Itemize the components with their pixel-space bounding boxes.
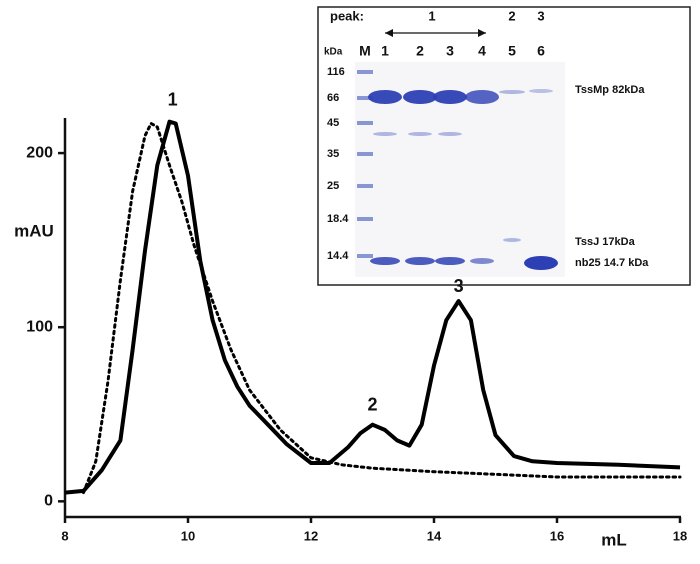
- marker-band: [357, 184, 373, 188]
- gel-band: [403, 90, 437, 104]
- kda-label: kDa: [324, 47, 343, 58]
- x-axis-label: mL: [601, 530, 627, 549]
- gel-band: [503, 238, 521, 242]
- x-tick-label: 14: [427, 528, 442, 543]
- band-label: TssMp 82kDa: [575, 84, 645, 96]
- gel-band: [373, 132, 397, 136]
- lane-label: 1: [381, 43, 389, 59]
- peak-label: 3: [454, 276, 464, 296]
- marker-label: 66: [327, 92, 339, 104]
- lane-label: M: [359, 43, 371, 59]
- y-tick-label: 100: [26, 318, 53, 335]
- lane-label: 2: [416, 43, 424, 59]
- marker-label: 116: [327, 66, 345, 78]
- marker-band: [357, 254, 373, 258]
- gel-band: [370, 257, 400, 265]
- lane-label: 3: [446, 43, 454, 59]
- marker-label: 14.4: [327, 250, 349, 262]
- y-tick-label: 200: [26, 144, 53, 161]
- lane-label: 6: [537, 43, 545, 59]
- band-label: nb25 14.7 kDa: [575, 257, 649, 269]
- gel-band: [435, 257, 465, 265]
- marker-label: 18.4: [327, 213, 349, 225]
- peak-label: 2: [367, 394, 377, 414]
- gel-band: [524, 256, 558, 270]
- lane-label: 4: [478, 43, 486, 59]
- marker-band: [357, 152, 373, 156]
- marker-label: 45: [327, 117, 339, 129]
- peak-header: peak:: [330, 8, 364, 23]
- gel-band: [433, 90, 467, 104]
- gel-band: [499, 90, 525, 94]
- peak-group: 3: [537, 8, 544, 23]
- gel-band: [438, 132, 462, 136]
- peak-label: 1: [168, 90, 178, 110]
- marker-label: 25: [327, 180, 339, 192]
- marker-band: [357, 217, 373, 221]
- x-tick-label: 10: [181, 528, 195, 543]
- y-axis-label: mAU: [14, 221, 54, 240]
- y-tick-label: 0: [44, 493, 53, 510]
- gel-band: [405, 257, 435, 265]
- marker-label: 35: [327, 148, 339, 160]
- x-tick-label: 12: [304, 528, 318, 543]
- lane-label: 5: [508, 43, 516, 59]
- x-tick-label: 18: [673, 528, 687, 543]
- marker-band: [357, 70, 373, 74]
- marker-band: [357, 96, 373, 100]
- gel-band: [408, 132, 432, 136]
- x-tick-label: 16: [550, 528, 564, 543]
- peak-group: 1: [428, 8, 435, 23]
- peak-group: 2: [508, 8, 515, 23]
- band-label: TssJ 17kDa: [575, 236, 636, 248]
- chromatogram-line: [82, 122, 682, 495]
- gel-band: [470, 258, 494, 264]
- gel-band: [368, 90, 402, 104]
- gel-band: [529, 89, 553, 93]
- marker-band: [357, 121, 373, 125]
- x-tick-label: 8: [61, 528, 68, 543]
- gel-band: [465, 90, 499, 104]
